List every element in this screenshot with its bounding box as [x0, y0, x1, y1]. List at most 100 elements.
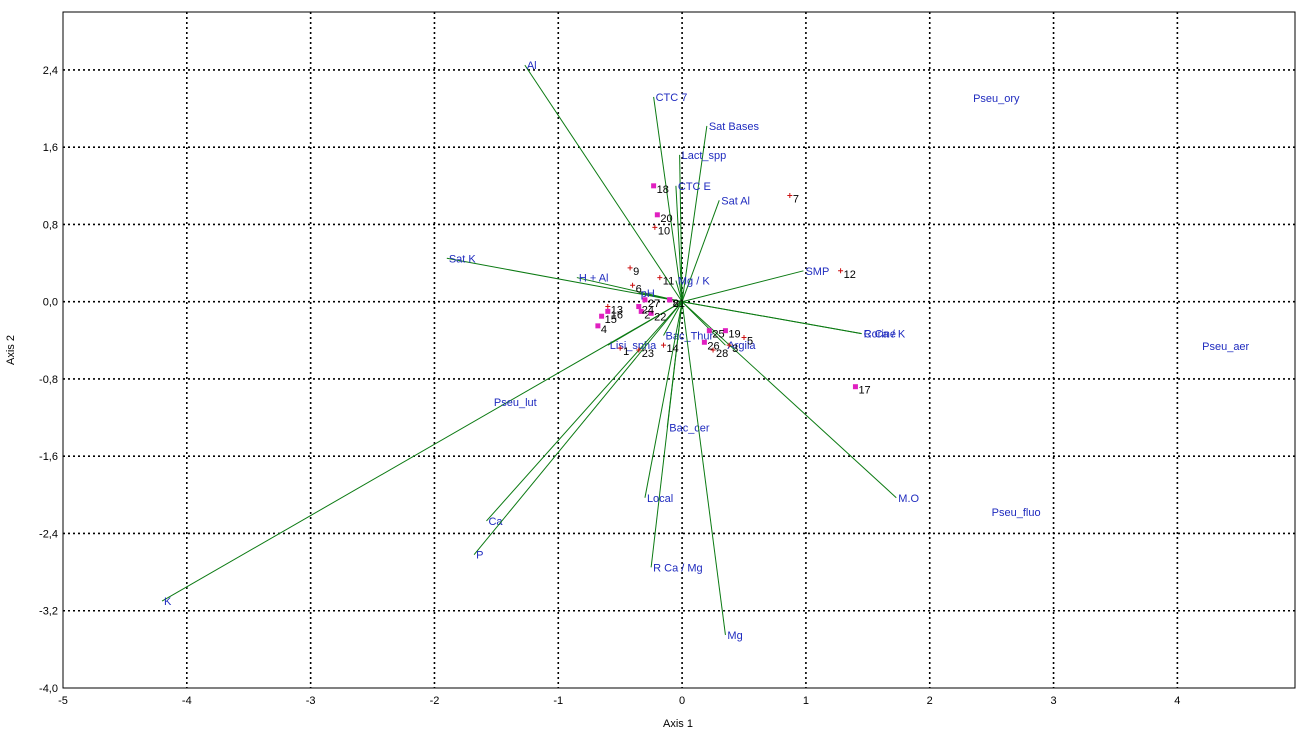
vector-label: M.O [898, 493, 919, 505]
vector-label: P [476, 550, 483, 562]
site-label: 22 [654, 311, 666, 323]
vector-label: Al [527, 60, 537, 72]
site-point-square [667, 297, 673, 303]
vector-arrow [663, 301, 683, 336]
vector-arrow [682, 301, 862, 335]
y-tick-label: 0,8 [43, 219, 58, 231]
site-label: 13 [611, 305, 623, 317]
site-point-cross [605, 304, 611, 310]
x-tick-label: 3 [1050, 695, 1056, 707]
vector-arrow [681, 301, 897, 499]
environmental-vectors: Al CTC 7 Sat Bases Lact_spp CTC E Sat Al Sat K… [161, 60, 920, 642]
vector-label: SMP [805, 266, 829, 278]
site-point-square [654, 212, 660, 218]
x-tick-label: -4 [182, 695, 192, 707]
vector-arrow [681, 301, 726, 635]
y-tick-label: 2,4 [43, 65, 58, 77]
vector-label: Sat Al [721, 195, 750, 207]
y-tick-label: -1,6 [39, 451, 58, 463]
vector-label: R Ca / Mg [653, 562, 703, 574]
site-label: 1 [623, 346, 629, 358]
site-label: 8 [673, 298, 679, 310]
site-point-cross [627, 265, 633, 271]
site-point-square [605, 308, 611, 314]
vector-arrow [681, 200, 720, 302]
vector-label: Sat Bases [709, 121, 760, 133]
vector-arrow [653, 96, 683, 302]
site-label: 6 [636, 283, 642, 295]
site-label: 9 [633, 266, 639, 278]
site-point-cross [652, 224, 658, 230]
vector-label: H + Al [579, 273, 609, 285]
site-point-square [852, 384, 858, 390]
vector-arrow [644, 301, 683, 498]
site-label: 7 [793, 193, 799, 205]
site-point-cross [636, 347, 642, 353]
site-label: 15 [605, 314, 617, 326]
site-point-cross [741, 334, 747, 340]
site-label: 19 [728, 329, 740, 341]
vector-label: K [164, 596, 172, 608]
species-labels: Pseu_ory Pseu_aer Pseu_lut Pseu_fluo [494, 93, 1250, 519]
x-tick-label: 0 [679, 695, 685, 707]
site-point-cross [726, 342, 732, 348]
site-point-square [595, 323, 601, 329]
x-tick-label: -3 [306, 695, 316, 707]
vector-label: Lact_spp [682, 150, 727, 162]
plot-frame [62, 11, 1296, 689]
vector-arrow [161, 301, 683, 602]
site-label: 28 [716, 348, 728, 360]
site-label: 25 [712, 329, 724, 341]
vector-arrow [524, 64, 683, 302]
grid-lines [63, 12, 1295, 688]
site-label: 18 [657, 184, 669, 196]
vector-arrow [446, 257, 683, 303]
vector-arrow [681, 125, 708, 302]
species-label: Pseu_aer [1202, 341, 1249, 353]
site-point-square [636, 304, 642, 310]
site-label: 20 [660, 213, 672, 225]
site-point-square [599, 313, 605, 319]
site-label: 16 [611, 309, 623, 321]
site-label: 26 [707, 340, 719, 352]
species-label: Pseu_lut [494, 397, 537, 409]
vector-arrow [679, 154, 683, 302]
site-label: 5 [747, 335, 753, 347]
site-point-square [722, 328, 728, 334]
site-label: 17 [858, 385, 870, 397]
vector-label: Corine [864, 329, 896, 341]
y-axis-title: Axis 2 [5, 335, 17, 365]
tick-labels: -5 -4 -3 -2 -1 0 1 2 3 42,41,60,80,0-0,8-1,6-2,4-… [39, 65, 1180, 707]
y-tick-label: 1,6 [43, 142, 58, 154]
x-tick-label: -2 [430, 695, 440, 707]
vector-label: Mg [727, 630, 742, 642]
site-point-square [706, 328, 712, 334]
vector-label: R Ca / K [864, 329, 906, 341]
site-label: 24 [642, 305, 654, 317]
y-tick-label: -4,0 [39, 683, 58, 695]
vector-arrow [675, 280, 683, 302]
site-label: 11 [663, 276, 674, 288]
vector-label: Bac_cer [669, 422, 710, 434]
vector-arrow [681, 270, 804, 303]
y-tick-label: 0,0 [43, 297, 58, 309]
vector-arrow [638, 292, 683, 303]
vector-arrow [486, 301, 683, 522]
vector-arrow [675, 185, 683, 302]
site-point-cross [630, 282, 636, 288]
x-tick-label: 2 [927, 695, 933, 707]
x-tick-label: -1 [553, 695, 563, 707]
site-label: 4 [601, 324, 607, 336]
site-label: 10 [658, 225, 670, 237]
vector-label: CTC 7 [656, 92, 688, 104]
x-tick-label: 4 [1174, 695, 1180, 707]
y-tick-label: -2,4 [39, 528, 58, 540]
site-point-square [651, 183, 657, 189]
x-tick-label: -5 [58, 695, 68, 707]
vector-arrow [650, 301, 683, 568]
vector-label: Local [647, 493, 673, 505]
site-label: 2 [644, 309, 650, 321]
site-point-square [701, 339, 707, 345]
site-points: 1234567891011121314151617181920212223242… [595, 183, 871, 397]
vector-label: Sat K [449, 253, 477, 265]
